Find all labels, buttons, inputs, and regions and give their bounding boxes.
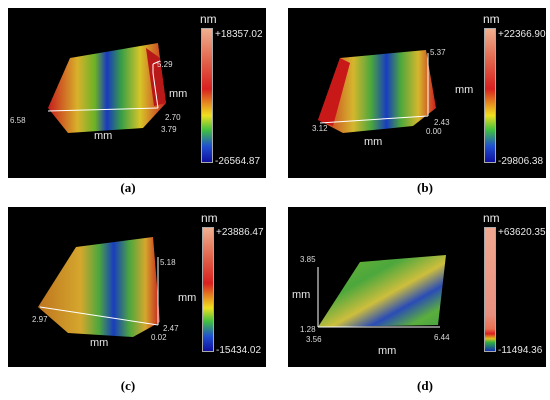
colorbar-min-value: -29806.38 <box>498 156 544 167</box>
tick-label: 5.37 <box>430 48 446 57</box>
caption-c: (c) <box>120 378 136 393</box>
tick-label: 2.43 <box>434 118 450 127</box>
surface-render-b <box>318 50 436 133</box>
caption-a: (a) <box>120 180 136 195</box>
colorbar-c <box>202 227 214 352</box>
colorbar-max-value: +63620.35 <box>498 227 546 238</box>
colorbar-max-value: +23886.47 <box>216 227 264 238</box>
axis-unit-label: mm <box>169 88 188 100</box>
caption-d: (d) <box>417 378 433 393</box>
tick-label: 2.47 <box>163 324 179 333</box>
tick-label: 3.56 <box>306 335 322 344</box>
tick-label: 0.00 <box>426 127 442 136</box>
colorbar-a <box>201 28 213 163</box>
profile-panel-d: 3.85 1.28 3.56 6.44 mm mm nm +63620.35 -… <box>288 207 546 367</box>
axis-unit-label: mm <box>292 289 311 301</box>
colorbar-unit-label: nm <box>483 211 500 225</box>
colorbar-max-value: +18357.02 <box>215 29 263 40</box>
surface-render-a <box>47 43 166 133</box>
caption-b: (b) <box>417 180 433 195</box>
axis-unit-label: mm <box>94 130 113 142</box>
profile-panel-b: 5.37 3.12 2.43 0.00 mm mm nm +22366.90 -… <box>288 8 546 178</box>
axis-unit-label: mm <box>455 84 474 96</box>
tick-label: 5.29 <box>157 60 173 69</box>
colorbar-min-value: -11494.36 <box>498 345 543 356</box>
colorbar-unit-label: nm <box>200 12 217 26</box>
tick-label: 0.02 <box>151 333 167 342</box>
colorbar-min-value: -15434.02 <box>216 345 262 356</box>
axis-unit-label: mm <box>90 337 109 349</box>
colorbar-b <box>484 28 496 163</box>
tick-label: 3.79 <box>161 125 177 134</box>
colorbar-d <box>484 227 496 352</box>
tick-label: 1.28 <box>300 325 316 334</box>
surface-render-c <box>38 237 160 337</box>
tick-label: 3.85 <box>300 255 316 264</box>
surface-render-d <box>317 255 446 328</box>
tick-label: 5.18 <box>160 258 176 267</box>
tick-label: 3.12 <box>312 124 328 133</box>
colorbar-unit-label: nm <box>201 211 218 225</box>
axis-unit-label: mm <box>364 136 383 148</box>
tick-label: 6.44 <box>434 333 450 342</box>
colorbar-unit-label: nm <box>483 12 500 26</box>
tick-label: 2.97 <box>32 315 48 324</box>
colorbar-max-value: +22366.90 <box>498 29 546 40</box>
colorbar-min-value: -26564.87 <box>215 156 261 167</box>
profile-panel-c: 5.18 2.97 2.47 0.02 mm mm nm +23886.47 -… <box>8 207 266 367</box>
axis-unit-label: mm <box>378 345 397 357</box>
tick-label: 6.58 <box>10 116 26 125</box>
axis-unit-label: mm <box>178 292 197 304</box>
tick-label: 2.70 <box>165 113 181 122</box>
profile-panel-a: 5.29 6.58 2.70 3.79 mm mm nm +18357.02 -… <box>8 8 266 178</box>
